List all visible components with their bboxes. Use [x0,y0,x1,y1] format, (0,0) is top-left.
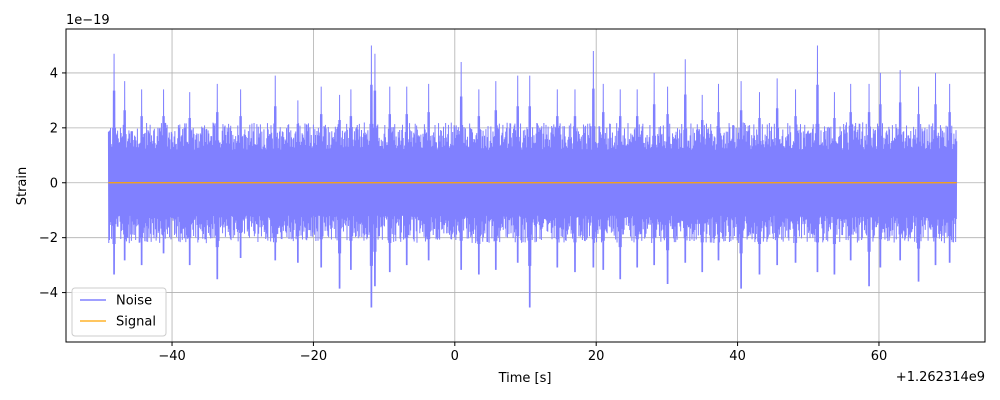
x-offset-label: +1.262314e9 [896,370,985,385]
plot-frame [65,28,986,343]
legend: Noise Signal [71,287,167,337]
x-axis-ticks: −40 −20 0 20 40 60 [158,342,887,364]
x-tick-label: 20 [588,349,605,364]
y-scale-label: 1e−19 [66,13,110,28]
y-tick-label: 0 [50,176,58,191]
y-axis-label: Strain [15,167,30,206]
x-tick-label: 0 [451,349,459,364]
y-axis-ticks: −4 −2 0 2 4 [39,66,66,301]
x-tick-label: 40 [729,349,746,364]
legend-noise-label: Noise [116,294,152,309]
noise-series [107,45,958,308]
legend-signal-label: Signal [116,315,156,330]
y-tick-label: 2 [50,121,58,136]
y-tick-label: −4 [39,286,58,301]
x-tick-label: −40 [158,349,185,364]
x-tick-label: −20 [300,349,327,364]
y-tick-label: 4 [50,66,58,81]
noise-line [107,45,958,308]
x-tick-label: 60 [871,349,888,364]
y-tick-label: −2 [39,231,58,246]
x-axis-label: Time [s] [498,371,552,386]
